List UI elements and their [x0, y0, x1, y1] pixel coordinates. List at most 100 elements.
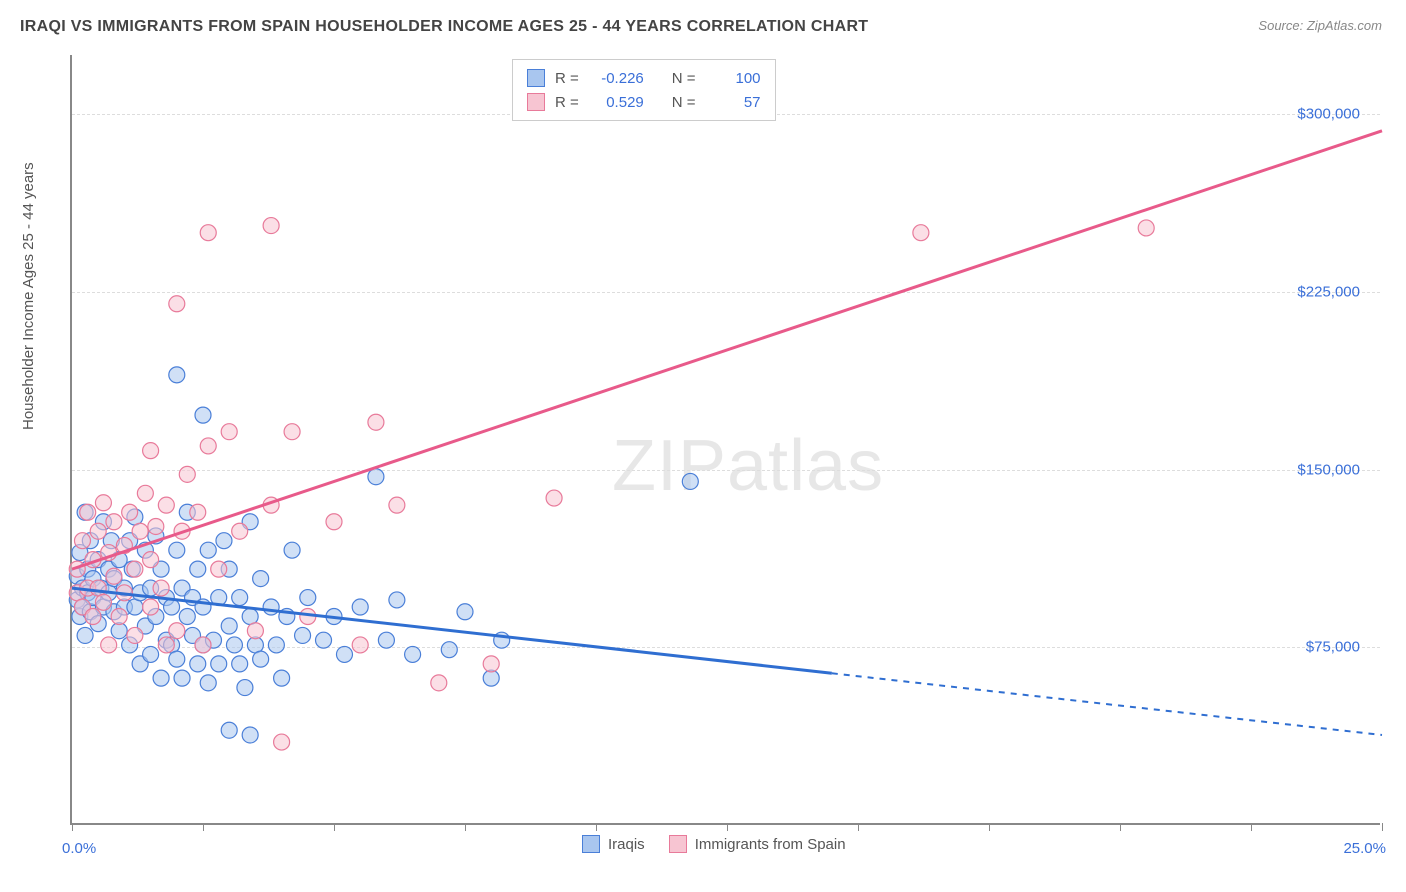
scatter-point: [80, 504, 96, 520]
scatter-point: [389, 592, 405, 608]
scatter-point: [405, 646, 421, 662]
stats-row-series-2: R = 0.529 N = 57: [527, 90, 761, 114]
trend-line: [72, 131, 1382, 569]
scatter-point: [211, 656, 227, 672]
scatter-point: [221, 722, 237, 738]
x-tick: [334, 823, 335, 831]
scatter-point: [200, 438, 216, 454]
scatter-point: [195, 637, 211, 653]
stat-n-value-2: 57: [706, 94, 761, 111]
x-tick: [1120, 823, 1121, 831]
scatter-point: [274, 670, 290, 686]
scatter-point: [127, 627, 143, 643]
scatter-point: [95, 594, 111, 610]
scatter-point: [211, 561, 227, 577]
x-tick: [203, 823, 204, 831]
scatter-point: [457, 604, 473, 620]
scatter-point: [253, 571, 269, 587]
scatter-point: [195, 407, 211, 423]
scatter-point: [232, 523, 248, 539]
legend-swatch-1: [582, 835, 600, 853]
stat-r-label-2: R =: [555, 94, 579, 111]
scatter-point: [169, 542, 185, 558]
scatter-point: [483, 656, 499, 672]
scatter-point: [90, 523, 106, 539]
x-tick: [989, 823, 990, 831]
x-tick: [596, 823, 597, 831]
scatter-point: [253, 651, 269, 667]
scatter-point: [74, 533, 90, 549]
scatter-point: [232, 656, 248, 672]
scatter-point: [153, 670, 169, 686]
stats-row-series-1: R = -0.226 N = 100: [527, 66, 761, 90]
x-tick: [72, 823, 73, 831]
scatter-point: [368, 469, 384, 485]
scatter-point: [431, 675, 447, 691]
trend-line-dashed: [832, 673, 1382, 735]
scatter-point: [169, 296, 185, 312]
scatter-point: [263, 218, 279, 234]
scatter-point: [441, 642, 457, 658]
scatter-point: [546, 490, 562, 506]
scatter-point: [284, 542, 300, 558]
scatter-point: [682, 473, 698, 489]
scatter-point: [913, 225, 929, 241]
source-label: Source:: [1258, 18, 1303, 33]
x-tick: [1251, 823, 1252, 831]
scatter-point: [368, 414, 384, 430]
scatter-point: [101, 637, 117, 653]
scatter-point: [316, 632, 332, 648]
scatter-point: [169, 623, 185, 639]
scatter-point: [106, 514, 122, 530]
source-attribution: Source: ZipAtlas.com: [1258, 18, 1382, 33]
x-tick: [727, 823, 728, 831]
scatter-point: [242, 727, 258, 743]
legend-label-1: Iraqis: [608, 836, 645, 853]
scatter-point: [127, 599, 143, 615]
scatter-point: [169, 651, 185, 667]
legend-swatch-2: [669, 835, 687, 853]
scatter-point: [122, 504, 138, 520]
scatter-point: [174, 670, 190, 686]
scatter-point: [389, 497, 405, 513]
scatter-point: [221, 424, 237, 440]
scatter-point: [268, 637, 284, 653]
stat-r-value-2: 0.529: [589, 94, 644, 111]
scatter-point: [300, 590, 316, 606]
scatter-point: [132, 523, 148, 539]
chart-svg: [72, 55, 1380, 823]
scatter-point: [143, 552, 159, 568]
swatch-series-1: [527, 69, 545, 87]
chart-title: IRAQI VS IMMIGRANTS FROM SPAIN HOUSEHOLD…: [20, 18, 868, 36]
scatter-point: [247, 637, 263, 653]
scatter-point: [95, 495, 111, 511]
x-tick: [858, 823, 859, 831]
stats-legend-box: R = -0.226 N = 100 R = 0.529 N = 57: [512, 59, 776, 121]
scatter-point: [111, 609, 127, 625]
scatter-point: [169, 367, 185, 383]
scatter-point: [77, 627, 93, 643]
scatter-point: [200, 225, 216, 241]
scatter-point: [200, 542, 216, 558]
scatter-point: [143, 599, 159, 615]
scatter-point: [190, 656, 206, 672]
scatter-point: [295, 627, 311, 643]
scatter-point: [378, 632, 394, 648]
legend-item-2: Immigrants from Spain: [669, 835, 846, 853]
x-tick: [1382, 823, 1383, 831]
scatter-point: [143, 646, 159, 662]
stat-n-label-2: N =: [672, 94, 696, 111]
scatter-point: [85, 609, 101, 625]
y-axis-label: Householder Income Ages 25 - 44 years: [20, 162, 37, 430]
scatter-point: [153, 580, 169, 596]
scatter-point: [284, 424, 300, 440]
scatter-point: [90, 580, 106, 596]
scatter-point: [111, 623, 127, 639]
scatter-point: [221, 618, 237, 634]
scatter-point: [127, 561, 143, 577]
scatter-point: [143, 443, 159, 459]
scatter-point: [352, 637, 368, 653]
scatter-point: [232, 590, 248, 606]
scatter-point: [190, 561, 206, 577]
scatter-point: [326, 514, 342, 530]
